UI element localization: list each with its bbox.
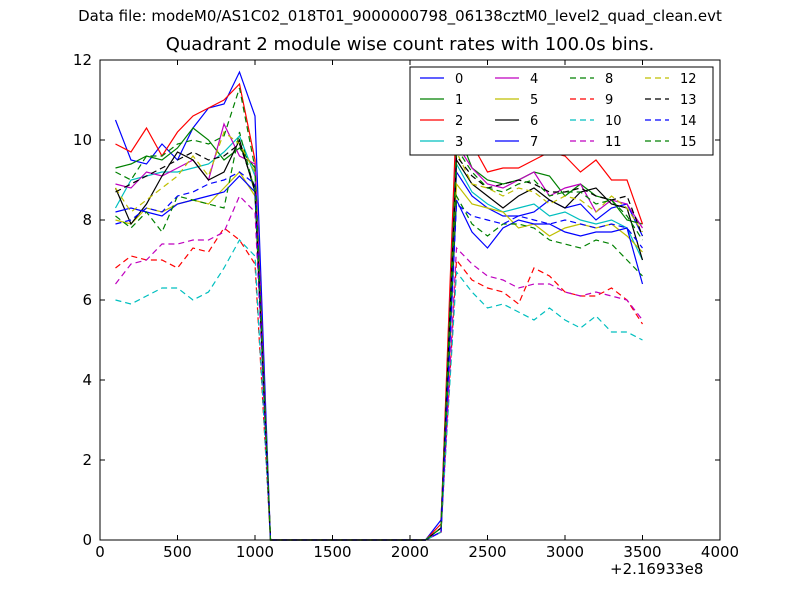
legend-label-6: 6 [530, 114, 538, 129]
x-axis: 0 500 1000 1500 2000 2500 3000 3500 4000 [95, 60, 739, 561]
x-axis-offset-label: +2.16933e8 [610, 560, 704, 578]
series-line-14 [115, 171, 643, 541]
legend-label-11: 11 [605, 135, 622, 150]
y-tick-label: 6 [82, 291, 92, 309]
series-line-5 [115, 171, 643, 541]
legend-label-7: 7 [530, 135, 538, 150]
x-tick-label: 1000 [236, 543, 274, 561]
y-tick-label: 12 [73, 51, 92, 69]
y-tick-label: 8 [82, 211, 92, 229]
legend-label-10: 10 [605, 114, 622, 129]
y-tick-label: 2 [82, 451, 92, 469]
x-tick-label: 2000 [391, 543, 429, 561]
series-line-1 [115, 127, 643, 541]
legend-label-9: 9 [605, 93, 613, 108]
x-tick-label: 1500 [313, 543, 351, 561]
legend-frame [409, 66, 714, 156]
series-line-7 [115, 175, 644, 541]
legend-label-1: 1 [455, 93, 463, 108]
legend-label-12: 12 [680, 72, 697, 87]
series-line-11 [115, 194, 643, 541]
legend-label-13: 13 [680, 93, 697, 108]
y-tick-label: 0 [82, 531, 92, 549]
series-line-9 [115, 227, 644, 541]
legend-label-8: 8 [605, 72, 613, 87]
x-tick-label: 2500 [468, 543, 506, 561]
x-tick-label: 0 [95, 543, 105, 561]
legend-label-3: 3 [455, 135, 463, 150]
legend-label-2: 2 [455, 114, 463, 129]
chart-title: Quadrant 2 module wise count rates with … [165, 34, 655, 55]
chart-suptitle: Data file: modeM0/AS1C02_018T01_90000007… [78, 7, 722, 25]
x-tick-label: 3500 [623, 543, 661, 561]
series-line-10 [115, 239, 643, 541]
x-tick-label: 4000 [701, 543, 739, 561]
series-line-4 [115, 122, 644, 541]
legend-label-4: 4 [530, 72, 538, 87]
legend-label-5: 5 [530, 93, 538, 108]
legend-label-0: 0 [455, 72, 463, 87]
x-tick-label: 500 [163, 543, 192, 561]
y-tick-label: 4 [82, 371, 92, 389]
legend-label-15: 15 [680, 135, 697, 150]
y-tick-label: 10 [73, 131, 92, 149]
series-line-13 [115, 143, 644, 541]
legend-label-14: 14 [680, 114, 697, 129]
x-tick-label: 3000 [546, 543, 584, 561]
